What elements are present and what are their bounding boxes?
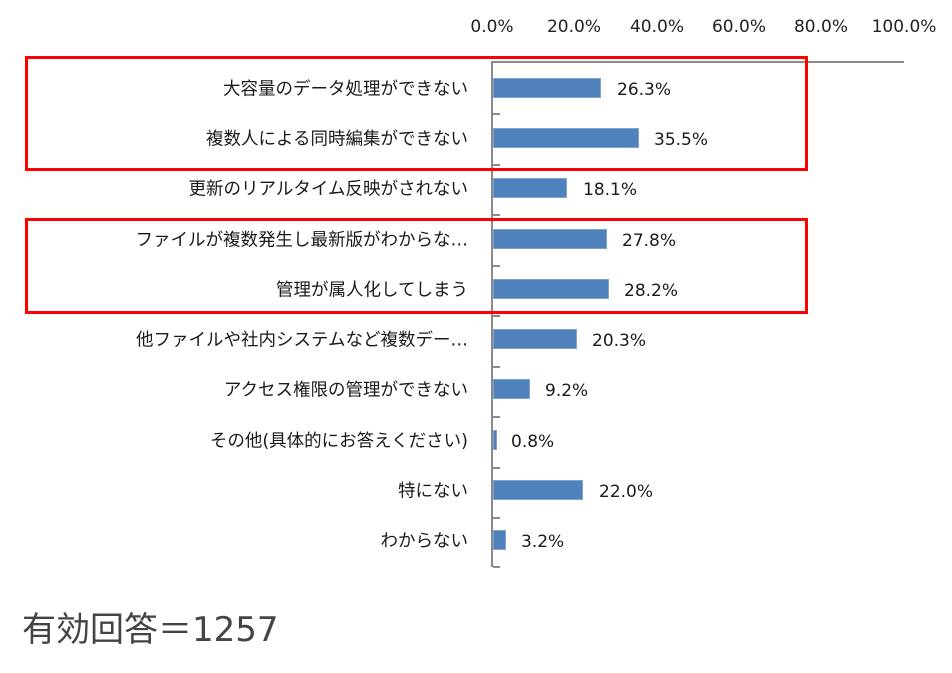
value-label: 20.3% bbox=[592, 331, 647, 351]
y-axis-tick bbox=[493, 566, 500, 568]
category-label: 大容量のデータ処理ができない bbox=[223, 79, 468, 100]
x-tick-label: 100.0% bbox=[871, 17, 937, 37]
x-tick-label: 0.0% bbox=[470, 17, 514, 37]
value-label: 0.8% bbox=[511, 432, 555, 452]
value-label: 35.5% bbox=[654, 130, 709, 150]
y-axis-tick bbox=[493, 164, 500, 166]
highlight-box bbox=[25, 218, 808, 314]
highlight-box bbox=[25, 56, 808, 171]
category-label: 管理が属人化してしまう bbox=[276, 280, 468, 301]
y-axis-tick bbox=[493, 467, 500, 469]
y-axis-tick bbox=[493, 214, 500, 216]
value-label: 22.0% bbox=[599, 482, 654, 502]
category-label: アクセス権限の管理ができない bbox=[223, 380, 468, 401]
y-axis-tick bbox=[493, 517, 500, 519]
bar bbox=[493, 78, 601, 98]
category-label: 特にない bbox=[398, 481, 468, 502]
category-label: 他ファイルや社内システムなど複数デー… bbox=[136, 330, 468, 351]
y-axis-tick bbox=[493, 416, 500, 418]
bar bbox=[493, 279, 609, 299]
y-axis-line bbox=[491, 61, 493, 567]
x-tick-label: 20.0% bbox=[546, 17, 602, 37]
x-tick-label: 80.0% bbox=[793, 17, 849, 37]
x-tick-label: 40.0% bbox=[629, 17, 685, 37]
value-label: 26.3% bbox=[617, 80, 672, 100]
category-label: ファイルが複数発生し最新版がわからな… bbox=[135, 230, 469, 251]
value-label: 9.2% bbox=[545, 381, 589, 401]
category-label: 複数人による同時編集ができない bbox=[206, 129, 468, 150]
value-label: 28.2% bbox=[624, 281, 679, 301]
bar bbox=[493, 178, 567, 198]
bar bbox=[493, 128, 639, 148]
x-axis-line bbox=[492, 61, 904, 63]
bar bbox=[493, 530, 506, 550]
y-axis-tick bbox=[493, 113, 500, 115]
y-axis-tick bbox=[493, 366, 500, 368]
y-axis-tick bbox=[493, 315, 500, 317]
category-label: わからない bbox=[380, 531, 469, 552]
bar bbox=[493, 480, 583, 500]
bar bbox=[493, 379, 530, 399]
response-count-note: 有効回答＝1257 bbox=[22, 610, 279, 650]
value-label: 27.8% bbox=[622, 231, 677, 251]
category-label: 更新のリアルタイム反映がされない bbox=[188, 179, 468, 200]
bar bbox=[493, 329, 577, 349]
x-tick-label: 60.0% bbox=[711, 17, 767, 37]
category-label: その他(具体的にお答えください) bbox=[209, 431, 468, 452]
value-label: 3.2% bbox=[521, 532, 565, 552]
bar bbox=[493, 430, 497, 450]
value-label: 18.1% bbox=[583, 180, 638, 200]
y-axis-tick bbox=[493, 265, 500, 267]
bar bbox=[493, 229, 607, 249]
